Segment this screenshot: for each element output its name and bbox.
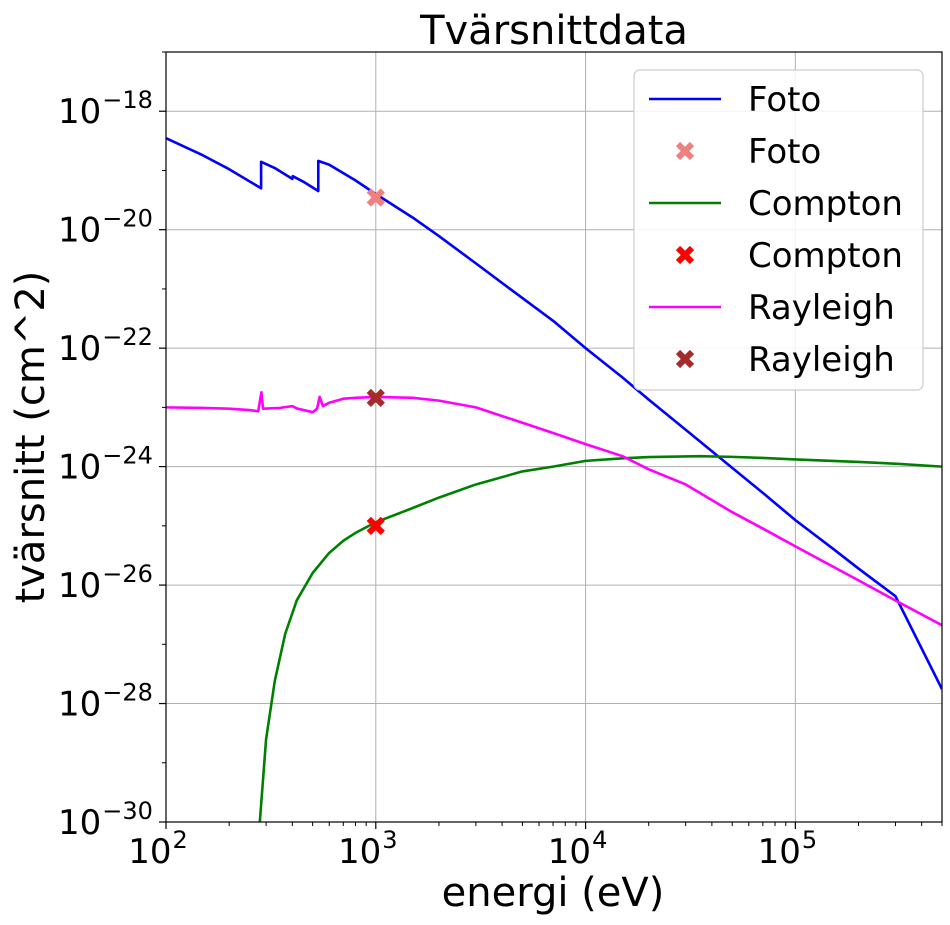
series-line-foto	[166, 137, 942, 690]
legend-swatch-marker	[675, 141, 695, 161]
series-line-rayleigh	[166, 390, 942, 627]
x-axis-label: energi (eV)	[442, 870, 665, 916]
legend: Foto Foto Compton Compton Rayleigh Rayleigh	[633, 69, 924, 391]
plot-area	[166, 137, 942, 822]
data-point-foto	[366, 188, 385, 207]
legend-box	[633, 69, 924, 391]
legend-item-foto: Foto	[649, 80, 821, 120]
legend-item-rayleigh: Rayleigh	[649, 288, 895, 328]
legend-item-compton: Compton	[675, 236, 903, 276]
series-line-compton	[258, 454, 942, 822]
minor-ticks	[162, 51, 943, 826]
y-axis-label: tvärsnitt (cm^2)	[8, 271, 54, 604]
legend-item-foto: Foto	[675, 132, 821, 172]
data-point-compton	[366, 516, 385, 535]
data-point-rayleigh	[366, 388, 385, 407]
legend-label: Foto	[748, 132, 821, 172]
chart-title: Tvärsnittdata	[419, 8, 688, 54]
legend-label: Compton	[748, 236, 903, 276]
legend-label: Rayleigh	[748, 340, 895, 380]
legend-label: Foto	[748, 80, 821, 120]
legend-label: Compton	[748, 184, 903, 224]
axes-frame	[165, 51, 943, 823]
legend-swatch-marker	[675, 349, 695, 369]
legend-label: Rayleigh	[748, 288, 895, 328]
legend-item-rayleigh: Rayleigh	[675, 340, 895, 380]
legend-swatch-marker	[675, 245, 695, 265]
legend-item-compton: Compton	[649, 184, 903, 224]
